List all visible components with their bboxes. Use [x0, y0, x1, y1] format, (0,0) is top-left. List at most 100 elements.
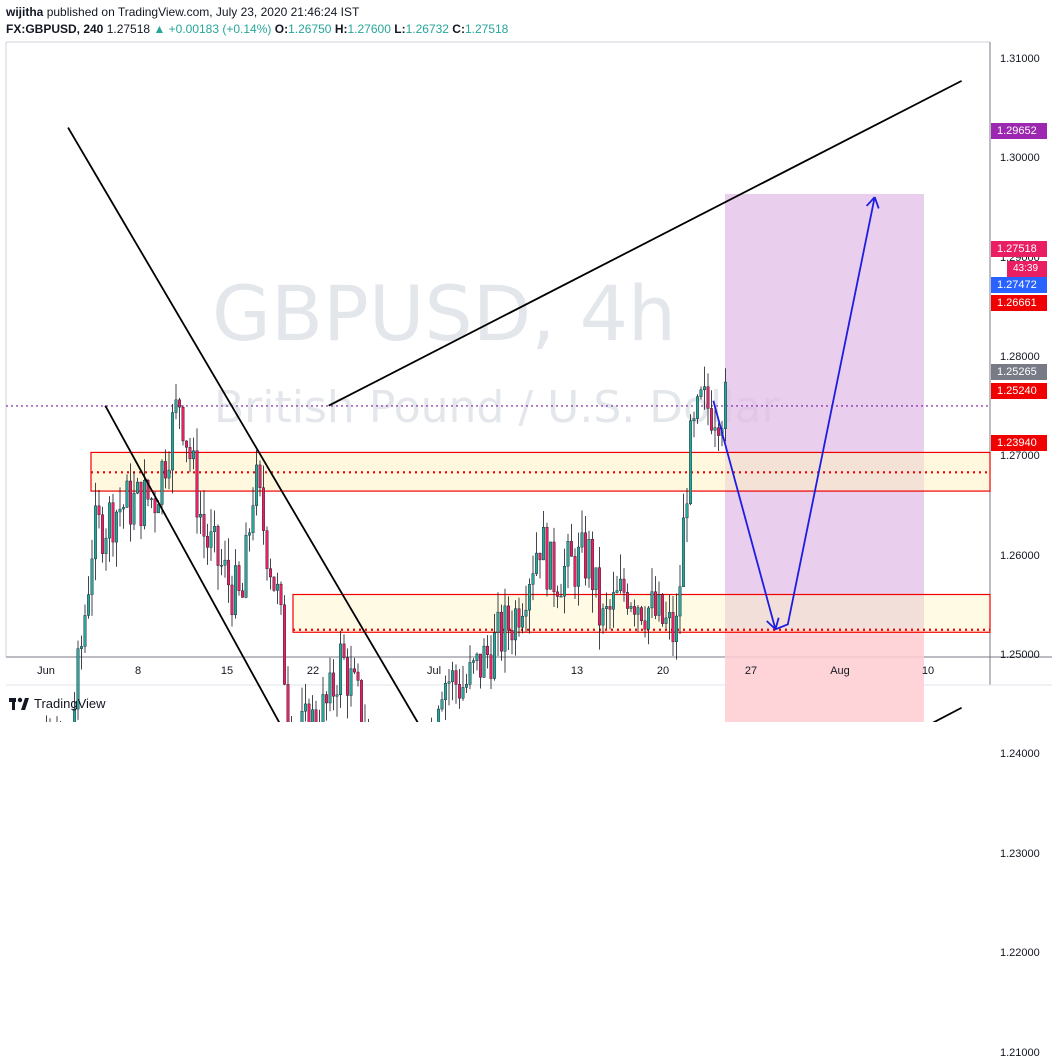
candle-body: [195, 450, 199, 518]
candle-body: [346, 657, 349, 696]
price-tick: 1.21000: [1000, 1046, 1040, 1059]
candle-body: [514, 608, 517, 641]
candle-body: [489, 654, 493, 679]
date-tick: 15: [220, 665, 234, 677]
ohlc-line: FX:GBPUSD, 240 1.27518 ▲ +0.00183 (+0.14…: [6, 22, 508, 36]
candle-body: [619, 578, 622, 591]
candle-body: [97, 505, 101, 515]
candle-body: [479, 653, 482, 678]
last-value: 1.27518: [106, 22, 151, 36]
candle-body: [230, 584, 234, 616]
candle-body: [472, 660, 475, 663]
arrow-head: [873, 196, 880, 209]
candle-body: [160, 461, 164, 505]
candle-body: [440, 699, 444, 710]
candle-body: [510, 630, 514, 641]
candle-body: [150, 498, 153, 500]
candle-body: [213, 526, 216, 532]
open-value: 1.26750: [288, 22, 332, 36]
candle-body: [255, 464, 258, 506]
candlestick-series: [46, 366, 727, 722]
candle-body: [636, 607, 640, 615]
candle-body: [164, 461, 167, 479]
candle-body: [552, 541, 556, 593]
publisher-username[interactable]: wijitha: [6, 5, 44, 19]
price-label: 1.27518: [991, 241, 1047, 257]
footer: TradingView: [0, 686, 1058, 722]
candle-body: [563, 565, 566, 597]
candle-body: [248, 532, 251, 536]
candle-body: [244, 535, 248, 598]
date-tick: 22: [306, 665, 320, 677]
candle-body: [538, 552, 542, 561]
date-tick: 27: [744, 665, 758, 677]
candle-body: [237, 565, 241, 591]
price-label: 43:39: [1007, 261, 1047, 277]
candle-body: [321, 694, 325, 722]
candle-body: [104, 537, 108, 554]
candle-body: [689, 420, 692, 505]
price-tick: 1.23000: [1000, 847, 1040, 860]
candle-body: [143, 480, 146, 526]
candle-body: [272, 576, 276, 591]
candle-body: [524, 609, 528, 617]
candle-body: [220, 565, 223, 567]
candle-body: [339, 643, 342, 696]
candle-body: [115, 511, 118, 543]
candle-body: [174, 399, 178, 413]
trendline-down-channel-upper: [67, 127, 419, 722]
arrow-head: [865, 196, 876, 207]
candle-body: [181, 406, 185, 442]
candle-body: [178, 399, 181, 408]
resistance-zone: [90, 451, 991, 492]
candle-body: [300, 710, 304, 722]
candle-body: [227, 559, 230, 586]
candle-body: [206, 536, 209, 548]
candle-body: [584, 532, 587, 579]
candle-body: [507, 605, 510, 631]
candle-body: [713, 427, 717, 431]
candle-body: [717, 427, 720, 436]
date-tick: Jul: [426, 665, 442, 677]
candle-body: [650, 591, 654, 609]
candle-body: [629, 606, 633, 609]
candle-body: [724, 381, 727, 429]
candle-body: [699, 389, 703, 397]
candle-body: [265, 530, 269, 569]
chart-canvas[interactable]: GBPUSD, 4h British Pound / U.S. Dollar: [0, 0, 1058, 722]
candle-body: [234, 565, 237, 616]
close-value: 1.27518: [464, 22, 509, 36]
candle-body: [251, 505, 255, 534]
candle-body: [622, 578, 626, 593]
candle-body: [451, 670, 454, 683]
low-value: 1.26732: [405, 22, 449, 36]
trendline-upper-channel: [328, 80, 962, 407]
candle-body: [535, 552, 538, 574]
candle-body: [706, 386, 710, 409]
candle-body: [118, 508, 122, 513]
candle-body: [454, 670, 458, 685]
candle-body: [531, 573, 535, 585]
candle-body: [626, 592, 629, 609]
candle-body: [125, 480, 129, 508]
candle-body: [342, 643, 346, 658]
symbol-interval[interactable]: FX:GBPUSD, 240: [6, 22, 104, 36]
trendlines: [67, 80, 962, 722]
candle-body: [664, 617, 668, 624]
close-label: C:: [452, 22, 465, 36]
candle-body: [482, 645, 486, 678]
candle-body: [612, 592, 615, 610]
open-label: O:: [274, 22, 289, 36]
candle-body: [643, 620, 647, 630]
candle-body: [447, 681, 451, 684]
candle-body: [549, 541, 552, 590]
candle-body: [129, 480, 132, 525]
candle-body: [580, 532, 584, 548]
candle-body: [286, 684, 290, 722]
candle-body: [675, 615, 678, 642]
position-box: [725, 193, 924, 722]
candle-body: [332, 672, 335, 697]
date-tick: 8: [134, 665, 142, 677]
publish-info: published on TradingView.com, July 23, 2…: [46, 5, 360, 19]
candle-body: [185, 440, 188, 448]
